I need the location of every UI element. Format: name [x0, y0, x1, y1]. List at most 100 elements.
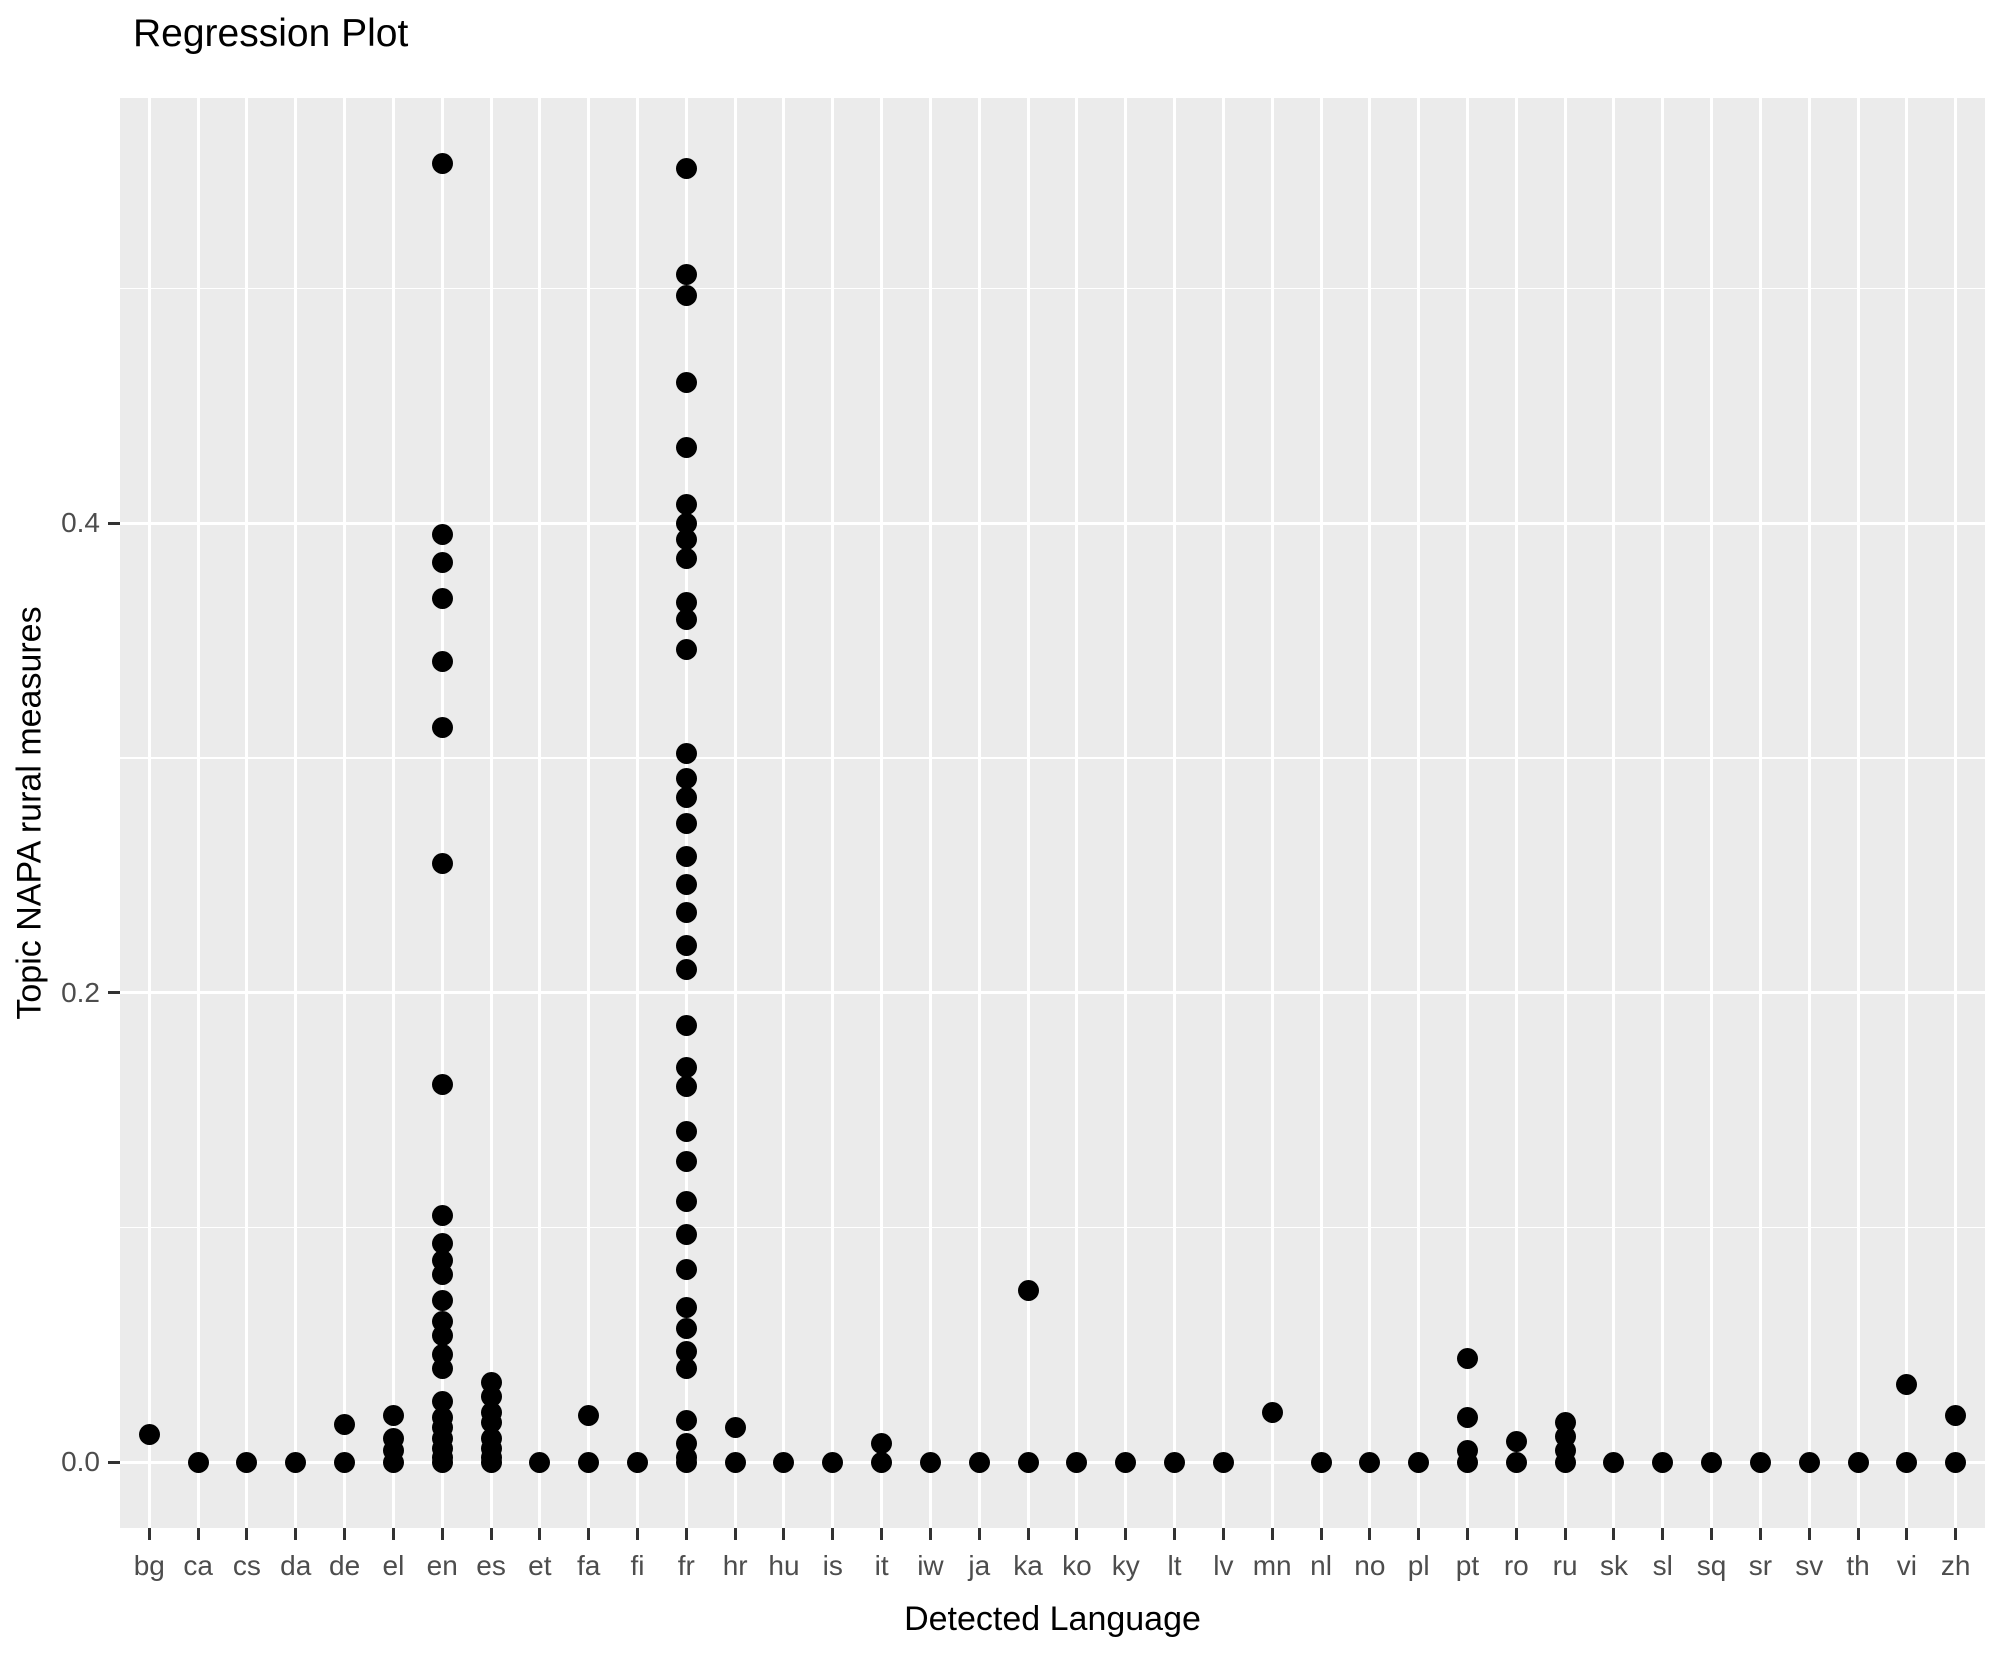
x-major-gridline: [1563, 98, 1567, 1528]
x-tick-label: lt: [1167, 1550, 1182, 1581]
x-tick-mark: [1514, 1528, 1518, 1540]
x-major-gridline: [196, 98, 200, 1528]
data-point: [1164, 1451, 1186, 1473]
data-point: [431, 1263, 453, 1285]
x-tick-label: ka: [1013, 1550, 1043, 1581]
data-point: [675, 1076, 697, 1098]
data-point: [675, 547, 697, 569]
data-point: [675, 787, 697, 809]
y-tick-mark: [108, 1460, 120, 1464]
data-point: [578, 1451, 600, 1473]
x-tick-mark: [1563, 1528, 1567, 1540]
x-major-gridline: [1856, 98, 1860, 1528]
x-tick-mark: [1807, 1528, 1811, 1540]
x-tick-mark: [1026, 1528, 1030, 1540]
data-point: [1456, 1348, 1478, 1370]
y-major-gridline: [120, 991, 1985, 995]
data-point: [1896, 1451, 1918, 1473]
x-tick-mark: [1661, 1528, 1665, 1540]
x-tick-mark: [1612, 1528, 1616, 1540]
y-axis-title: Topic NAPA rural measures: [10, 606, 49, 1020]
x-tick-label: ru: [1552, 1550, 1578, 1581]
data-point: [1505, 1430, 1527, 1452]
data-point: [675, 874, 697, 896]
x-tick-mark: [928, 1528, 932, 1540]
x-major-gridline: [489, 98, 493, 1528]
data-point: [431, 524, 453, 546]
x-tick-label: sl: [1652, 1550, 1673, 1581]
chart-title: Regression Plot: [133, 12, 409, 55]
data-point: [236, 1451, 258, 1473]
plot-panel: [120, 98, 1985, 1528]
data-point: [675, 1341, 697, 1363]
data-point: [675, 1296, 697, 1318]
x-tick-mark: [1905, 1528, 1909, 1540]
data-point: [871, 1451, 893, 1473]
data-point: [382, 1451, 404, 1473]
x-major-gridline: [782, 98, 786, 1528]
data-point: [431, 852, 453, 874]
data-point: [1212, 1451, 1234, 1473]
x-tick-mark: [1954, 1528, 1958, 1540]
data-point: [675, 284, 697, 306]
x-tick-label: et: [528, 1550, 552, 1581]
x-major-gridline: [1758, 98, 1762, 1528]
data-point: [724, 1416, 746, 1438]
x-tick-mark: [294, 1528, 298, 1540]
x-tick-label: ja: [968, 1550, 991, 1581]
data-point: [382, 1404, 404, 1426]
x-major-gridline: [1026, 98, 1030, 1528]
data-point: [675, 263, 697, 285]
y-tick-label: 0.4: [61, 507, 100, 538]
data-point: [1017, 1451, 1039, 1473]
x-major-gridline: [391, 98, 395, 1528]
data-point: [1456, 1451, 1478, 1473]
x-major-gridline: [1807, 98, 1811, 1528]
data-point: [675, 1151, 697, 1173]
x-major-gridline: [1417, 98, 1421, 1528]
y-major-gridline: [120, 1460, 1985, 1464]
data-point: [1701, 1451, 1723, 1473]
data-point: [431, 716, 453, 738]
data-point: [1115, 1451, 1137, 1473]
data-point: [675, 1357, 697, 1379]
data-point: [431, 1205, 453, 1227]
data-point: [529, 1451, 551, 1473]
data-point: [675, 608, 697, 630]
x-tick-mark: [196, 1528, 200, 1540]
x-tick-label: iw: [917, 1550, 944, 1581]
x-tick-mark: [1221, 1528, 1225, 1540]
x-major-gridline: [587, 98, 591, 1528]
x-major-gridline: [1514, 98, 1518, 1528]
data-point: [675, 1120, 697, 1142]
x-major-gridline: [1270, 98, 1274, 1528]
x-tick-label: sr: [1748, 1550, 1773, 1581]
data-point: [1017, 1280, 1039, 1302]
data-point: [187, 1451, 209, 1473]
data-point: [578, 1404, 600, 1426]
data-point: [1261, 1402, 1283, 1424]
data-point: [431, 552, 453, 574]
data-point: [968, 1451, 990, 1473]
data-point: [431, 1073, 453, 1095]
data-point: [675, 958, 697, 980]
x-major-gridline: [1368, 98, 1372, 1528]
x-tick-label: mn: [1252, 1550, 1292, 1581]
x-major-gridline: [245, 98, 249, 1528]
data-point: [1945, 1451, 1967, 1473]
data-point: [675, 371, 697, 393]
x-tick-mark: [1270, 1528, 1274, 1540]
data-point: [675, 1224, 697, 1245]
data-point: [675, 813, 697, 835]
x-major-gridline: [928, 98, 932, 1528]
data-point: [431, 1233, 453, 1255]
x-tick-mark: [1075, 1528, 1079, 1540]
data-point: [431, 1289, 453, 1311]
x-tick-label: ko: [1062, 1550, 1092, 1581]
y-minor-gridline: [120, 757, 1985, 759]
data-point: [1310, 1451, 1332, 1473]
data-point: [675, 845, 697, 867]
x-tick-mark: [1417, 1528, 1421, 1540]
data-point: [675, 592, 697, 614]
x-tick-label: th: [1846, 1550, 1870, 1581]
